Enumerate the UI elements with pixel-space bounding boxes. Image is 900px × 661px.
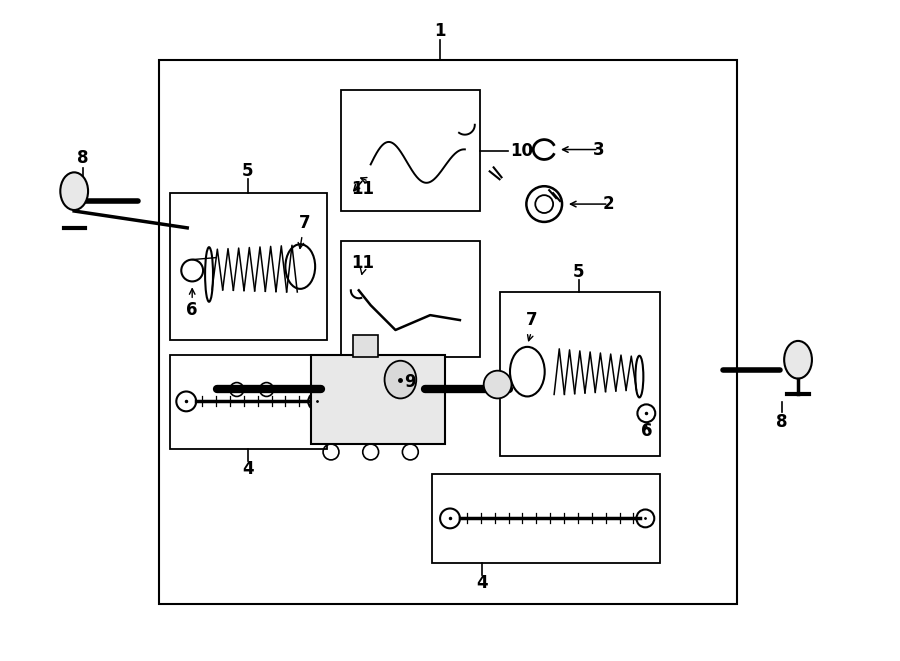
- Text: 2: 2: [603, 195, 615, 213]
- Text: 7: 7: [526, 311, 537, 329]
- Bar: [500, 292, 661, 456]
- Text: 5: 5: [242, 163, 254, 180]
- Text: 6: 6: [641, 422, 652, 440]
- Text: 1: 1: [435, 22, 446, 40]
- Text: 11: 11: [351, 180, 374, 198]
- Text: 4: 4: [476, 574, 488, 592]
- Circle shape: [483, 371, 511, 399]
- Bar: [432, 474, 661, 563]
- Ellipse shape: [384, 361, 417, 399]
- Text: 9: 9: [404, 373, 416, 391]
- Text: 4: 4: [242, 460, 254, 478]
- Text: 7: 7: [299, 214, 310, 232]
- Text: 8: 8: [77, 149, 89, 167]
- Bar: [341, 241, 480, 357]
- Text: 10: 10: [510, 141, 533, 159]
- Bar: [170, 355, 327, 449]
- Text: 5: 5: [573, 264, 585, 282]
- Bar: [341, 90, 480, 211]
- Text: 3: 3: [593, 141, 605, 159]
- Bar: [353, 335, 378, 357]
- Ellipse shape: [784, 341, 812, 379]
- Bar: [159, 60, 736, 603]
- Text: 8: 8: [777, 413, 788, 431]
- Bar: [170, 193, 327, 340]
- Text: 11: 11: [351, 254, 374, 272]
- Ellipse shape: [60, 173, 88, 210]
- Bar: [311, 355, 445, 444]
- Text: 6: 6: [186, 301, 198, 319]
